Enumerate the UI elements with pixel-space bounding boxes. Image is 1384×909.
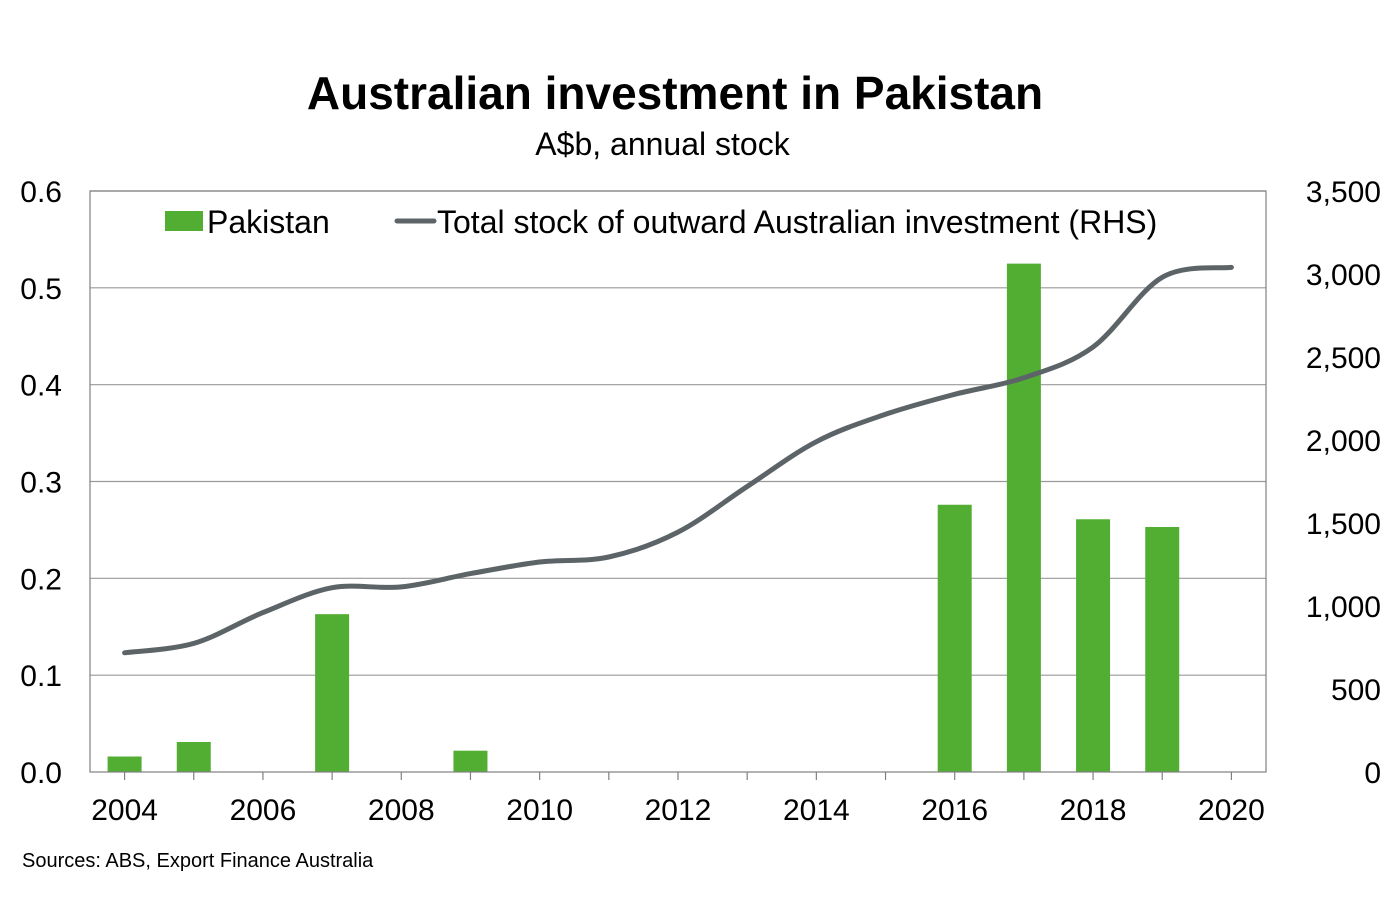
left-tick-label: 0.6 <box>20 176 62 209</box>
line-series-total-stock <box>122 264 1234 656</box>
x-tick-label: 2004 <box>91 794 158 827</box>
left-tick-label: 0.1 <box>20 660 62 693</box>
bar-pakistan-2017 <box>1006 263 1041 772</box>
left-tick-label: 0.4 <box>20 370 62 403</box>
left-tick-label: 0.2 <box>20 563 62 596</box>
x-tick-label: 2020 <box>1198 794 1265 827</box>
right-tick-label: 1,500 <box>1306 508 1381 541</box>
bar-pakistan-2004 <box>107 756 142 772</box>
left-tick-label: 0.0 <box>20 757 62 790</box>
source-note: Sources: ABS, Export Finance Australia <box>22 850 374 872</box>
right-tick-label: 3,500 <box>1306 176 1381 209</box>
x-tick-label: 2012 <box>645 794 712 827</box>
bar-pakistan-2016 <box>937 504 972 772</box>
left-tick-label: 0.5 <box>20 273 62 306</box>
x-tick-label: 2006 <box>230 794 297 827</box>
bar-series-pakistan <box>107 263 1180 772</box>
x-tick-label: 2016 <box>921 794 988 827</box>
x-tick-label: 2014 <box>783 794 850 827</box>
x-tick-label: 2008 <box>368 794 435 827</box>
legend: Pakistan Total stock of outward Australi… <box>165 204 1157 240</box>
line-total-stock <box>122 264 1234 656</box>
legend-swatch-pakistan <box>165 211 203 231</box>
bar-pakistan-2009 <box>453 750 488 772</box>
bar-pakistan-2018 <box>1076 519 1111 772</box>
right-tick-label: 1,000 <box>1306 591 1381 624</box>
x-tick-label: 2010 <box>506 794 573 827</box>
x-tick-label: 2018 <box>1060 794 1127 827</box>
right-tick-label: 3,000 <box>1306 259 1381 292</box>
bar-pakistan-2005 <box>176 741 211 772</box>
right-tick-label: 0 <box>1364 757 1381 790</box>
bar-pakistan-2019 <box>1145 527 1180 772</box>
legend-label-total-stock: Total stock of outward Australian invest… <box>437 204 1157 240</box>
left-tick-label: 0.3 <box>20 467 62 500</box>
chart-title: Australian investment in Pakistan <box>306 67 1044 119</box>
axes: 2004 2006 2008 2010 2012 2014 2016 2018 2020 0.0 0… <box>20 176 1381 827</box>
right-tick-label: 500 <box>1331 674 1381 707</box>
right-tick-label: 2,000 <box>1306 425 1381 458</box>
right-tick-label: 2,500 <box>1306 342 1381 375</box>
chart-subtitle: A$b, annual stock <box>535 126 790 162</box>
bar-pakistan-2007 <box>315 614 350 772</box>
legend-label-pakistan: Pakistan <box>207 204 330 240</box>
